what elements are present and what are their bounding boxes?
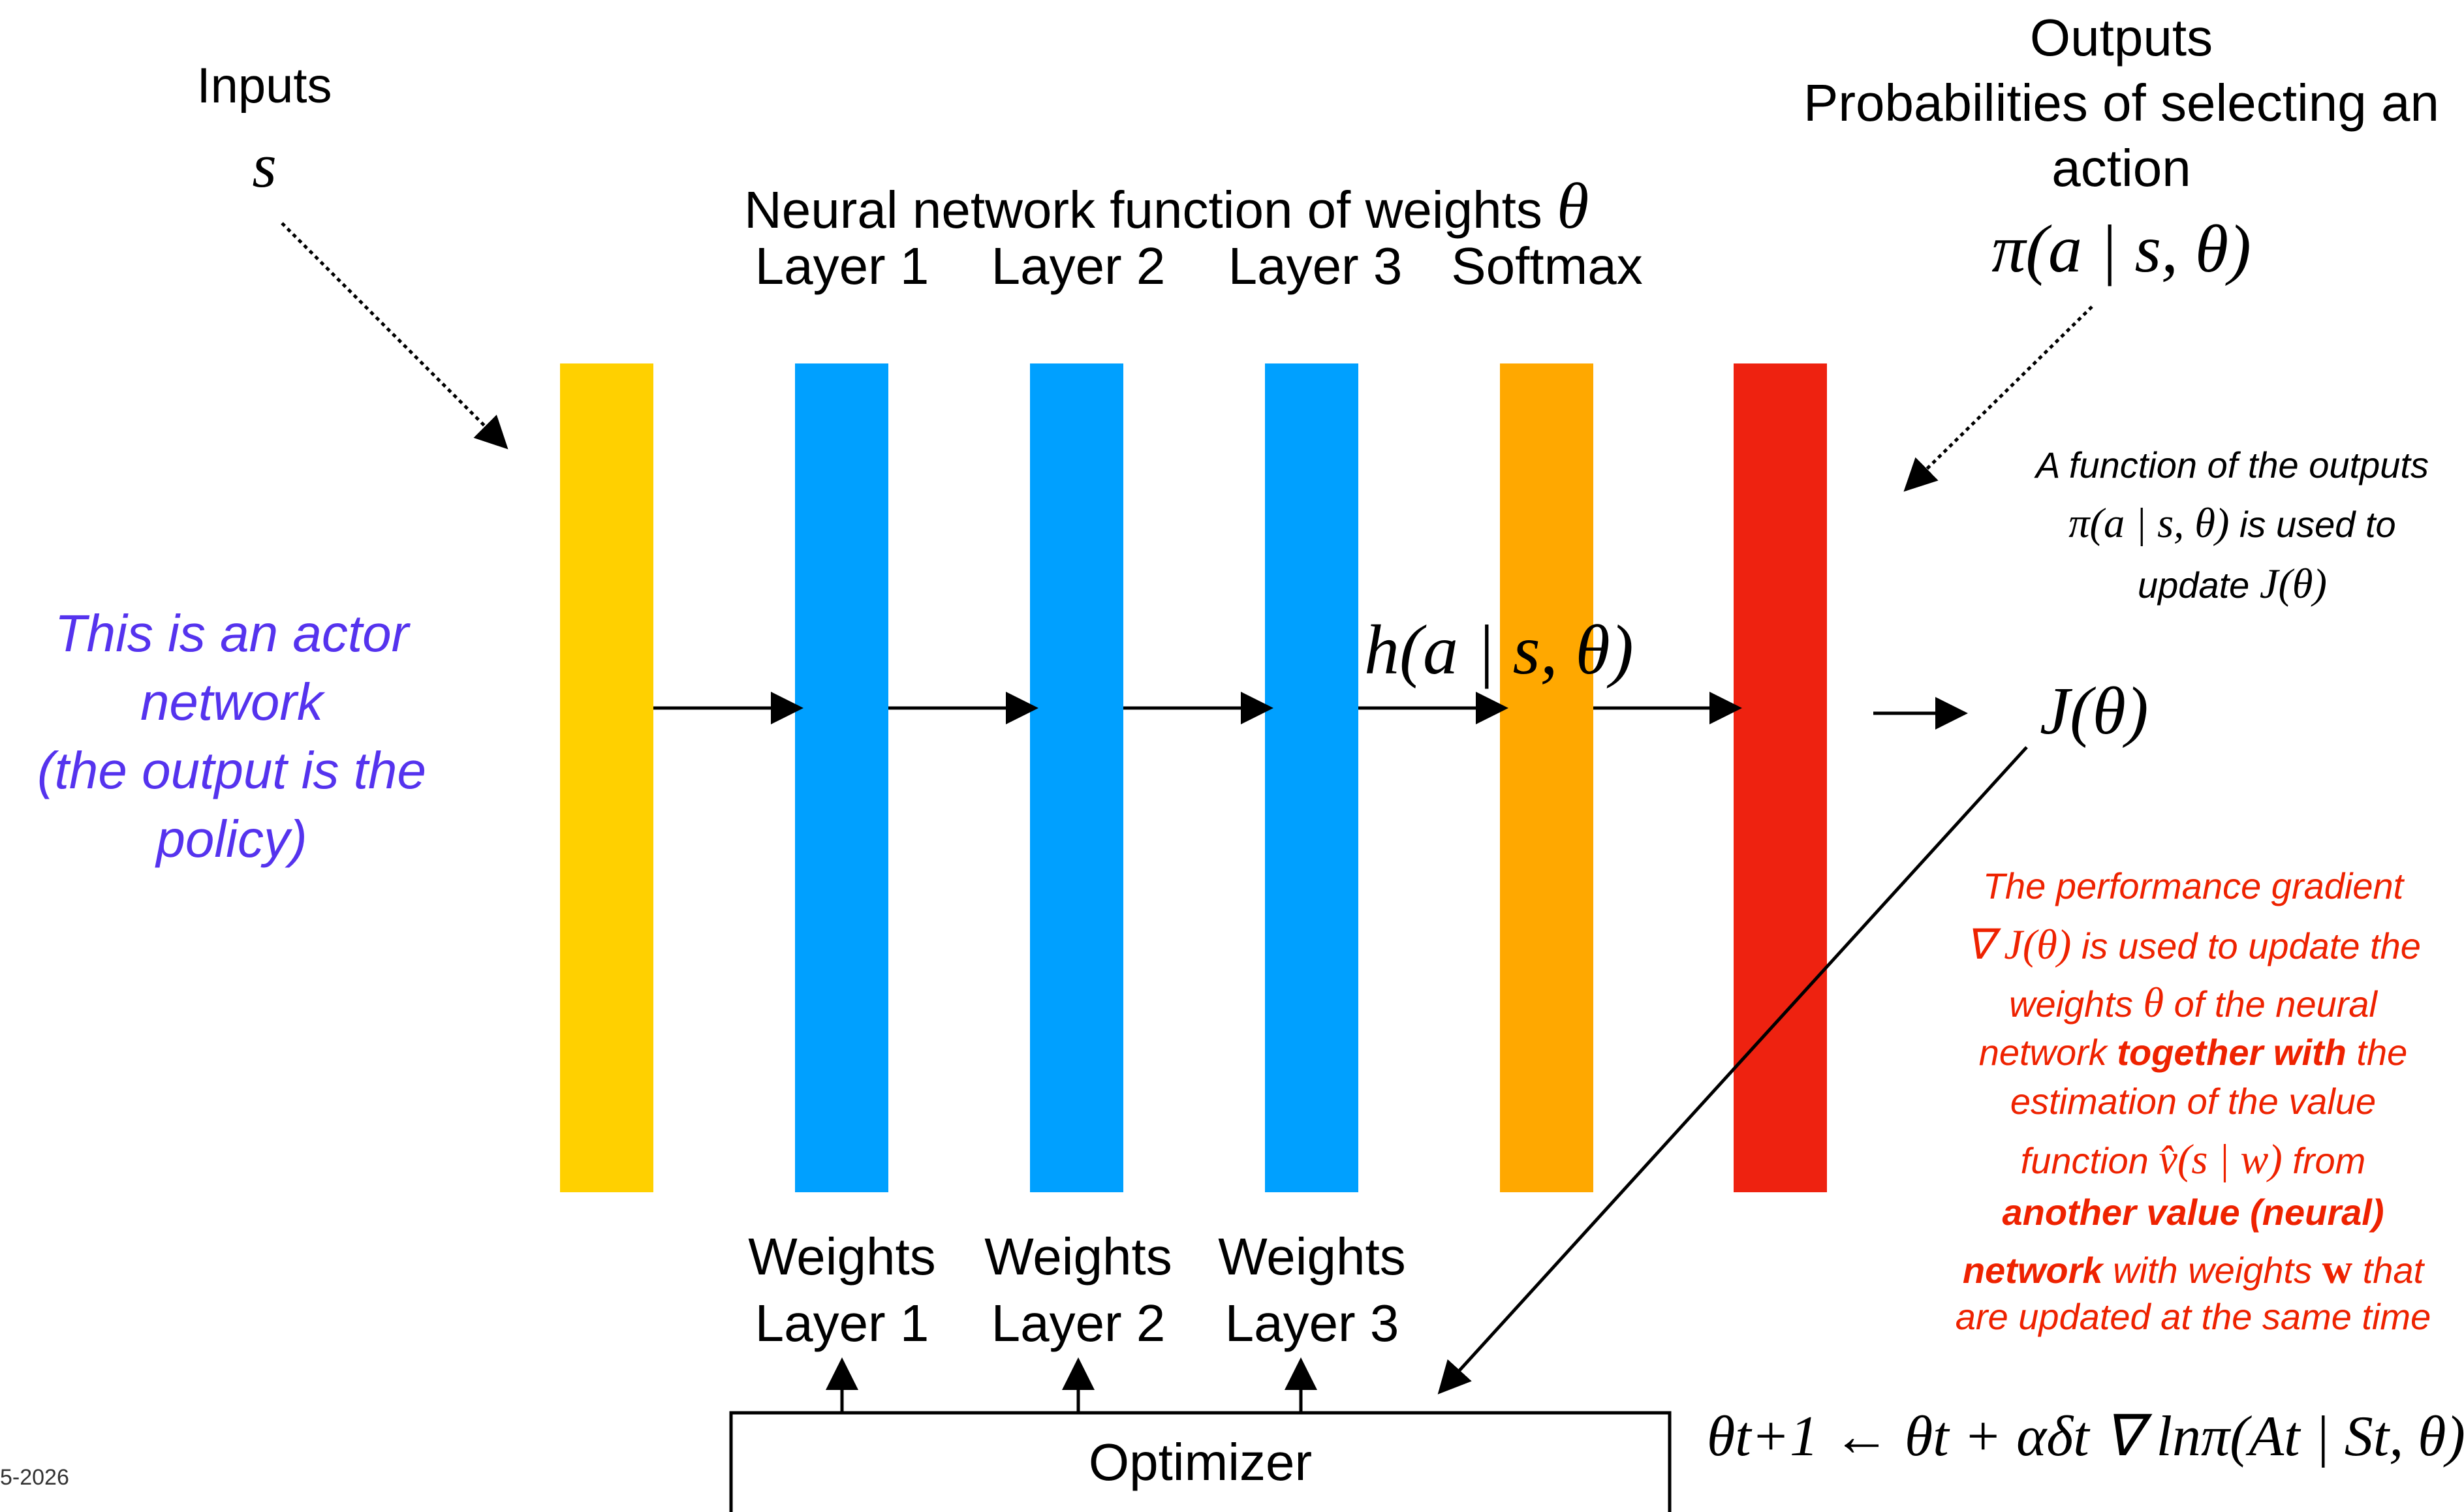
layer-label-2: Layer 2 (991, 237, 1166, 295)
gradient-symbol: ∇ J(θ) (1965, 921, 2072, 968)
footer-date-fragment: 5-2026 (0, 1465, 69, 1490)
input-layer-bar (560, 363, 653, 1192)
gradient-arrow (1437, 746, 2028, 1395)
output-layer-bar (1734, 363, 1827, 1192)
network-title-text: Neural network function of weights (744, 181, 1542, 239)
gradient-note-line-6-a: function (2020, 1140, 2159, 1181)
function-note-objective: J(θ) (2259, 561, 2327, 607)
outputs-subtitle-line1: Probabilities of selecting an (1803, 74, 2439, 132)
objective-symbol: J(θ) (2040, 673, 2149, 748)
gradient-note-line-6: function v̂(s | w) from (1926, 1135, 2461, 1184)
update-rule: θt+1 ← θt + αδt ∇ lnπ(At | St, θ) (1707, 1405, 2464, 1468)
weights-label-3-line-1: Weights (1218, 1227, 1406, 1286)
network-title: Neural network function of weights θ (744, 168, 1589, 243)
gradient-note-line-4: network together with the (1926, 1031, 2461, 1073)
function-note-line-2-text: is used to (2229, 504, 2396, 545)
gradient-note-line-3-a: weights (2009, 983, 2144, 1025)
inputs-title: Inputs (196, 58, 332, 114)
weights-label-1-line-1: Weights (748, 1227, 936, 1286)
actor-note-line-2: network (140, 673, 324, 731)
function-note-line-1: A function of the outputs (2036, 444, 2429, 486)
value-weights-symbol: w (2322, 1246, 2353, 1292)
theta-symbol: θ (1557, 170, 1589, 242)
preference-label: h(a | s, θ) (1364, 611, 1634, 689)
softmax-layer-bar (1500, 363, 1593, 1192)
value-function-symbol: v̂(s | w) (2159, 1136, 2283, 1182)
function-note-line-3-text: update (2138, 564, 2260, 606)
gradient-note-line-6-b: from (2282, 1140, 2366, 1181)
gradient-note-theta: θ (2143, 980, 2164, 1026)
actor-note-line-1: This is an actor (54, 604, 409, 662)
gradient-note-line-4-b: the (2346, 1032, 2408, 1073)
gradient-note-line-3: weights θ of the neural (1926, 979, 2461, 1027)
outputs-subtitle-line2: action (2051, 139, 2191, 197)
gradient-note-line-2-text: is used to update the (2071, 925, 2421, 966)
hidden-layer-3-bar (1265, 363, 1358, 1192)
function-note-line-2: π(a | s, θ) is used to (1991, 499, 2464, 548)
actor-note-line-4: policy) (156, 810, 307, 868)
gradient-note-line-9: are updated at the same time (1955, 1296, 2431, 1337)
optimizer-label: Optimizer (1088, 1433, 1313, 1491)
weights-label-2-line-1: Weights (984, 1227, 1172, 1286)
gradient-note-line-1: The performance gradient (1982, 865, 2404, 906)
weights-label-2-line-2: Layer 2 (991, 1294, 1166, 1352)
gradient-note-line-7-bold: another value (neural) (2002, 1192, 2384, 1233)
gradient-note-line-2: ∇ J(θ) is used to update the (1926, 920, 2461, 969)
gradient-note-line-8-bold: network (1962, 1250, 2103, 1291)
policy-symbol: π(a | s, θ) (1991, 211, 2251, 286)
function-note-policy: π(a | s, θ) (2068, 500, 2230, 546)
input-symbol: s (252, 131, 277, 200)
hidden-layer-2-bar (1030, 363, 1123, 1192)
gradient-note-line-3-b: of the neural (2164, 983, 2377, 1025)
weights-label-3-line-2: Layer 3 (1224, 1294, 1399, 1352)
function-note-line-3: update J(θ) (1991, 560, 2464, 608)
layer-label-3: Layer 3 (1228, 237, 1403, 295)
hidden-layer-1-bar (795, 363, 888, 1192)
gradient-note-line-4-a: network (1978, 1032, 2117, 1073)
layer-label-softmax: Softmax (1451, 237, 1643, 295)
outputs-title: Outputs (2029, 8, 2213, 67)
gradient-note-line-5: estimation of the value (2010, 1081, 2377, 1122)
gradient-note-line-7: another value (neural) (1926, 1191, 2461, 1233)
gradient-note-line-8: network with weights w that (1926, 1245, 2461, 1293)
layer-label-1: Layer 1 (755, 237, 929, 295)
gradient-note-line-8-a: with weights (2102, 1250, 2322, 1291)
input-pointer-arrow (281, 222, 508, 450)
optimizer-box (729, 1411, 1672, 1512)
gradient-note-line-4-bold: together with (2117, 1032, 2347, 1073)
actor-note-line-3: (the output is the (37, 741, 426, 799)
weights-label-1-line-2: Layer 1 (755, 1294, 929, 1352)
gradient-note-line-8-b: that (2352, 1250, 2424, 1291)
